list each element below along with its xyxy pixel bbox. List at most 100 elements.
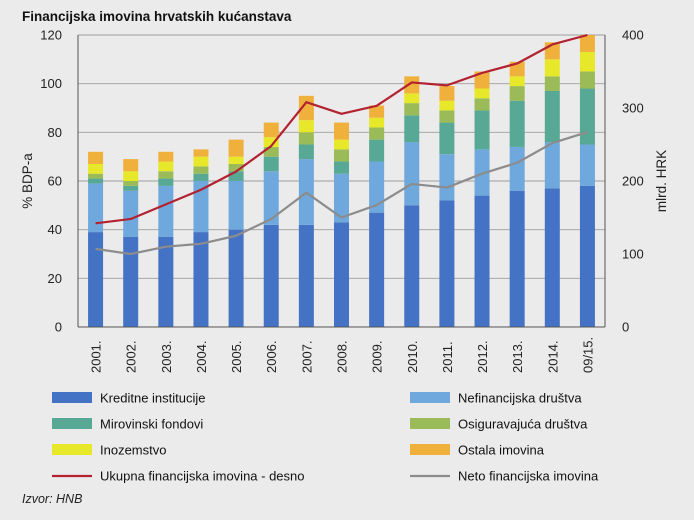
x-tick-label: 2004. (194, 340, 209, 373)
bar-segment (158, 151, 174, 162)
bar-segment (509, 190, 525, 327)
bar-segment (158, 171, 174, 179)
bar-segment (158, 178, 174, 186)
bar-segment (193, 156, 209, 167)
bar-segment (88, 232, 104, 327)
bar-segment (193, 181, 209, 233)
bar-segment (369, 105, 385, 118)
bar-segment (298, 120, 314, 133)
bar-segment (579, 71, 595, 89)
bar-segment (544, 188, 560, 327)
bar-segment (263, 137, 279, 147)
x-tick-label: 2007. (299, 340, 314, 373)
bar-segment (474, 71, 490, 89)
bar-segment (123, 181, 139, 186)
bar-segment (123, 236, 139, 327)
bar-segment (579, 52, 595, 72)
bar-segment (369, 161, 385, 213)
bar-segment (474, 195, 490, 327)
bar-segment (228, 163, 244, 172)
bar-segment (404, 103, 420, 116)
x-tick-label: 2013. (510, 340, 525, 373)
bar-segment (579, 35, 595, 53)
bar-segment (88, 173, 104, 179)
x-tick-label: 2001. (89, 340, 104, 373)
bar-segment (158, 236, 174, 327)
bar-segment (439, 86, 455, 101)
bar-segment (334, 173, 349, 223)
legend-label: Ukupna financijska imovina - desno (100, 469, 305, 484)
bar-segment (193, 149, 209, 157)
legend-label: Mirovinski fondovi (100, 417, 203, 432)
bar-segment (439, 154, 455, 201)
y-left-tick-label: 100 (40, 76, 62, 91)
x-tick-label: 09/15. (580, 337, 595, 373)
bar-segment (404, 142, 420, 206)
bar-segment (509, 146, 525, 191)
legend-label: Inozemstvo (100, 443, 166, 458)
bar-segment (369, 212, 385, 327)
bar-segment (369, 117, 385, 128)
legend-label: Ostala imovina (458, 443, 545, 458)
y-right-tick-label: 300 (622, 101, 644, 116)
bar-segment (88, 178, 104, 184)
series-line (95, 33, 588, 225)
bar-segment (88, 163, 104, 174)
bar-segment (474, 98, 490, 111)
x-tick-label: 2014. (545, 340, 560, 373)
bar-segment (298, 95, 314, 121)
legend-swatch (52, 418, 92, 429)
bar-segment (228, 139, 244, 157)
bar-segment (228, 229, 244, 327)
bar-segment (579, 144, 595, 186)
bar-segment (474, 110, 490, 150)
bar-segment (544, 142, 560, 189)
bar-segment (298, 224, 314, 327)
bar-segment (334, 149, 349, 162)
bar-segment (334, 222, 349, 327)
bar-segment (123, 171, 139, 181)
legend-swatch (410, 444, 450, 455)
bar-segment (509, 76, 525, 87)
bar-segment (474, 88, 490, 99)
bar-segment (263, 156, 279, 172)
bar-segment (228, 156, 244, 164)
bar-segment (193, 173, 209, 181)
bar-segment (439, 122, 455, 155)
y-right-axis-title: mlrd. HRK (654, 150, 669, 212)
bar-segment (88, 151, 104, 164)
y-left-tick-label: 80 (48, 125, 62, 140)
x-tick-label: 2009. (370, 340, 385, 373)
y-right-tick-label: 100 (622, 247, 644, 262)
bar-segment (263, 122, 279, 138)
bar-segment (404, 205, 420, 327)
bar-segment (88, 183, 104, 233)
x-tick-label: 2002. (124, 340, 139, 373)
bar-segment (369, 139, 385, 162)
bar-segment (193, 232, 209, 327)
chart-title: Financijska imovina hrvatskih kućanstava (22, 9, 292, 24)
bar-segment (439, 110, 455, 123)
x-tick-label: 2003. (159, 340, 174, 373)
bar-segment (334, 122, 349, 140)
x-tick-label: 2012. (475, 340, 490, 373)
y-left-tick-label: 20 (48, 271, 62, 286)
bar-segment (509, 86, 525, 101)
bar-segment (579, 88, 595, 145)
legend-label: Kreditne institucije (100, 391, 206, 406)
x-tick-label: 2006. (264, 340, 279, 373)
bar-segment (158, 161, 174, 172)
y-left-tick-label: 60 (48, 174, 62, 189)
bar-segment (158, 185, 174, 237)
bar-segment (404, 115, 420, 143)
bar-segment (263, 146, 279, 157)
y-right-tick-label: 200 (622, 174, 644, 189)
y-right-tick-label: 0 (622, 320, 629, 335)
y-left-axis-title: % BDP-a (20, 153, 35, 209)
bar-segment (228, 171, 244, 181)
bar-segment (263, 224, 279, 327)
bar-segment (544, 76, 560, 91)
x-tick-label: 2011. (440, 341, 455, 373)
bar-segment (298, 132, 314, 145)
